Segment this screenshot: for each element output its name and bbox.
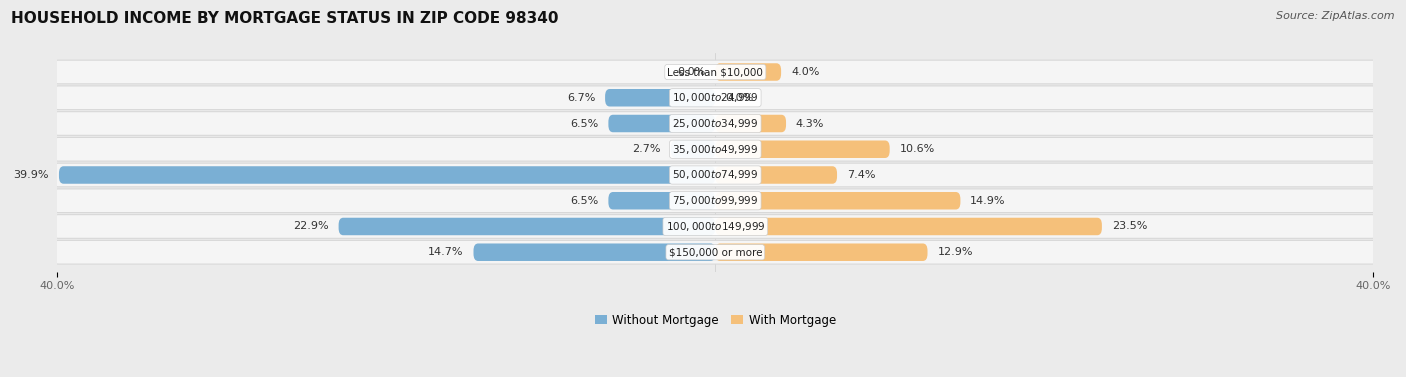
Legend: Without Mortgage, With Mortgage: Without Mortgage, With Mortgage xyxy=(595,314,835,327)
FancyBboxPatch shape xyxy=(339,218,716,235)
FancyBboxPatch shape xyxy=(52,86,1378,110)
FancyBboxPatch shape xyxy=(474,244,716,261)
FancyBboxPatch shape xyxy=(52,215,1378,238)
Text: $100,000 to $149,999: $100,000 to $149,999 xyxy=(665,220,765,233)
FancyBboxPatch shape xyxy=(716,141,890,158)
FancyBboxPatch shape xyxy=(716,63,782,81)
Text: 2.7%: 2.7% xyxy=(633,144,661,154)
Text: 4.3%: 4.3% xyxy=(796,118,824,129)
FancyBboxPatch shape xyxy=(716,115,786,132)
Text: 0.0%: 0.0% xyxy=(725,93,754,103)
Text: 14.7%: 14.7% xyxy=(427,247,464,257)
Text: 14.9%: 14.9% xyxy=(970,196,1005,206)
FancyBboxPatch shape xyxy=(52,137,1378,161)
FancyBboxPatch shape xyxy=(609,192,716,210)
Text: 6.7%: 6.7% xyxy=(567,93,595,103)
Text: 4.0%: 4.0% xyxy=(792,67,820,77)
Text: $150,000 or more: $150,000 or more xyxy=(669,247,762,257)
Text: $25,000 to $34,999: $25,000 to $34,999 xyxy=(672,117,758,130)
Text: 7.4%: 7.4% xyxy=(846,170,876,180)
Text: 22.9%: 22.9% xyxy=(292,221,329,231)
FancyBboxPatch shape xyxy=(52,60,1378,84)
FancyBboxPatch shape xyxy=(671,141,716,158)
Text: 23.5%: 23.5% xyxy=(1112,221,1147,231)
Text: $50,000 to $74,999: $50,000 to $74,999 xyxy=(672,169,758,181)
Text: 6.5%: 6.5% xyxy=(571,196,599,206)
Text: $75,000 to $99,999: $75,000 to $99,999 xyxy=(672,194,758,207)
Text: $35,000 to $49,999: $35,000 to $49,999 xyxy=(672,143,758,156)
Text: Less than $10,000: Less than $10,000 xyxy=(668,67,763,77)
Text: 6.5%: 6.5% xyxy=(571,118,599,129)
FancyBboxPatch shape xyxy=(605,89,716,107)
FancyBboxPatch shape xyxy=(52,241,1378,264)
Text: 39.9%: 39.9% xyxy=(14,170,49,180)
FancyBboxPatch shape xyxy=(716,244,928,261)
FancyBboxPatch shape xyxy=(52,189,1378,213)
Text: 10.6%: 10.6% xyxy=(900,144,935,154)
Text: HOUSEHOLD INCOME BY MORTGAGE STATUS IN ZIP CODE 98340: HOUSEHOLD INCOME BY MORTGAGE STATUS IN Z… xyxy=(11,11,558,26)
FancyBboxPatch shape xyxy=(716,192,960,210)
FancyBboxPatch shape xyxy=(52,163,1378,187)
Text: Source: ZipAtlas.com: Source: ZipAtlas.com xyxy=(1277,11,1395,21)
Text: 0.0%: 0.0% xyxy=(678,67,706,77)
FancyBboxPatch shape xyxy=(52,112,1378,135)
Text: $10,000 to $24,999: $10,000 to $24,999 xyxy=(672,91,758,104)
FancyBboxPatch shape xyxy=(716,218,1102,235)
Text: 12.9%: 12.9% xyxy=(938,247,973,257)
FancyBboxPatch shape xyxy=(716,166,837,184)
FancyBboxPatch shape xyxy=(609,115,716,132)
FancyBboxPatch shape xyxy=(59,166,716,184)
